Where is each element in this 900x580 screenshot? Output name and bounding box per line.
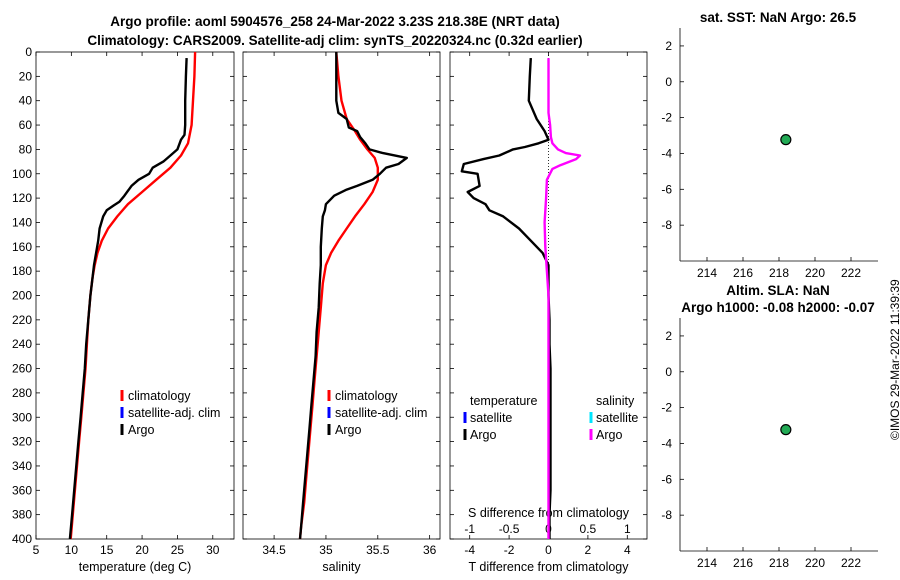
sla-map-xtick-label: 214 xyxy=(697,556,717,570)
difference-panel-xtick-label: 4 xyxy=(624,543,631,557)
salinity-panel-legend-label: satellite-adj. clim xyxy=(335,406,427,420)
depth-tick-label: 40 xyxy=(19,94,33,108)
depth-tick-label: 300 xyxy=(12,410,32,424)
salinity-panel-xlabel: salinity xyxy=(322,560,361,574)
difference-panel-xtick-label: 2 xyxy=(585,543,592,557)
temperature-panel-legend-label: satellite-adj. clim xyxy=(128,406,220,420)
sla-map-ytick-label: -6 xyxy=(661,472,672,486)
sla-map-ytick-label: -8 xyxy=(661,508,672,522)
depth-tick-label: 160 xyxy=(12,240,32,254)
difference-panel-xlabel: T difference from climatology xyxy=(468,560,629,574)
salinity-panel-legend-label: Argo xyxy=(335,423,361,437)
sst-map-ytick-label: -2 xyxy=(661,111,672,125)
sst-map-xtick-label: 216 xyxy=(733,266,753,280)
top-xtick-label: -0.5 xyxy=(499,522,520,536)
depth-tick-label: 0 xyxy=(25,45,32,59)
salinity-panel-frame xyxy=(242,51,441,540)
sst-map-xtick-label: 214 xyxy=(697,266,717,280)
depth-tick-label: 120 xyxy=(12,191,32,205)
legend-temperature-title: temperature xyxy=(470,394,537,408)
sst-map-argo-position-marker xyxy=(780,134,792,146)
sst-map-ytick-label: -8 xyxy=(661,218,672,232)
depth-tick-label: 280 xyxy=(12,386,32,400)
temperature-panel-xtick-label: 30 xyxy=(206,543,220,557)
sla-map-xtick-label: 220 xyxy=(805,556,825,570)
sst-map-ytick-label: 0 xyxy=(665,75,672,89)
sst-map-ytick-label: -6 xyxy=(661,182,672,196)
depth-tick-label: 200 xyxy=(12,289,32,303)
plot-title-line1: Argo profile: aoml 5904576_258 24-Mar-20… xyxy=(110,14,560,29)
plot-title-line2: Climatology: CARS2009. Satellite-adj cli… xyxy=(87,33,583,48)
depth-tick-label: 360 xyxy=(12,483,32,497)
legend-salinity-label: satellite xyxy=(596,411,638,425)
legend-temperature-label: Argo xyxy=(470,428,496,442)
top-xtick-label: -1 xyxy=(464,522,475,536)
sst-map-ytick-label: -4 xyxy=(661,146,672,160)
sla-map-argo-position-marker xyxy=(780,424,792,436)
depth-tick-label: 220 xyxy=(12,313,32,327)
salinity-panel-xtick-label: 36 xyxy=(423,543,437,557)
depth-tick-label: 260 xyxy=(12,362,32,376)
sla-map-xtick-label: 218 xyxy=(769,556,789,570)
difference-panel-series-temperature-Argo xyxy=(460,58,552,539)
salinity-panel-series-climatology xyxy=(298,51,379,540)
sla-map-ytick-label: 2 xyxy=(665,329,672,343)
temperature-panel-xlabel: temperature (deg C) xyxy=(79,560,192,574)
sla-map-ytick-label: 0 xyxy=(665,365,672,379)
sla-map-ytick-label: -2 xyxy=(661,401,672,415)
depth-tick-label: 240 xyxy=(12,337,32,351)
sla-map-xtick-label: 216 xyxy=(733,556,753,570)
depth-tick-label: 340 xyxy=(12,459,32,473)
temperature-panel-frame xyxy=(35,51,235,540)
depth-tick-label: 60 xyxy=(19,118,33,132)
salinity-panel-series-Argo xyxy=(298,52,408,540)
sla-map-xtick-label: 222 xyxy=(841,556,861,570)
sst-map-xtick-label: 218 xyxy=(769,266,789,280)
legend-temperature-label: satellite xyxy=(470,411,512,425)
top-xtick-label: 1 xyxy=(624,522,631,536)
sst-map-xtick-label: 222 xyxy=(841,266,861,280)
depth-tick-label: 20 xyxy=(19,69,33,83)
depth-tick-label: 400 xyxy=(12,532,32,546)
depth-tick-label: 380 xyxy=(12,508,32,522)
temperature-panel-xtick-label: 10 xyxy=(65,543,79,557)
top-xtick-label: 0.5 xyxy=(580,522,597,536)
salinity-panel-xtick-label: 35 xyxy=(319,543,333,557)
legend-salinity-title: salinity xyxy=(596,394,635,408)
temperature-panel-legend-label: climatology xyxy=(128,389,191,403)
depth-tick-label: 180 xyxy=(12,264,32,278)
temperature-panel-legend-label: Argo xyxy=(128,423,154,437)
difference-panel-xtick-label: 0 xyxy=(545,543,552,557)
temperature-panel-series-Argo xyxy=(68,58,188,540)
legend-salinity-label: Argo xyxy=(596,428,622,442)
salinity-panel-legend-label: climatology xyxy=(335,389,398,403)
temperature-panel-xtick-label: 20 xyxy=(135,543,149,557)
depth-tick-label: 100 xyxy=(12,167,32,181)
depth-tick-label: 80 xyxy=(19,142,33,156)
sst-map-xtick-label: 220 xyxy=(805,266,825,280)
difference-panel-series-salinity-Argo xyxy=(543,58,582,539)
temperature-panel-xtick-label: 5 xyxy=(33,543,40,557)
sla-map-ytick-label: -4 xyxy=(661,436,672,450)
sst-map-ytick-label: 2 xyxy=(665,39,672,53)
salinity-panel-xtick-label: 35.5 xyxy=(366,543,390,557)
difference-panel-xtick-label: -4 xyxy=(464,543,475,557)
depth-tick-label: 140 xyxy=(12,215,32,229)
temperature-panel-xtick-label: 15 xyxy=(100,543,114,557)
depth-tick-label: 320 xyxy=(12,435,32,449)
sla-title-line2: Argo h1000: -0.08 h2000: -0.07 xyxy=(681,300,875,315)
sst-title: sat. SST: NaN Argo: 26.5 xyxy=(699,10,857,25)
sla-title-line1: Altim. SLA: NaN xyxy=(726,283,830,298)
temperature-panel-xtick-label: 25 xyxy=(171,543,185,557)
difference-panel-xtick-label: -2 xyxy=(504,543,515,557)
salinity-panel-xtick-label: 34.5 xyxy=(262,543,286,557)
